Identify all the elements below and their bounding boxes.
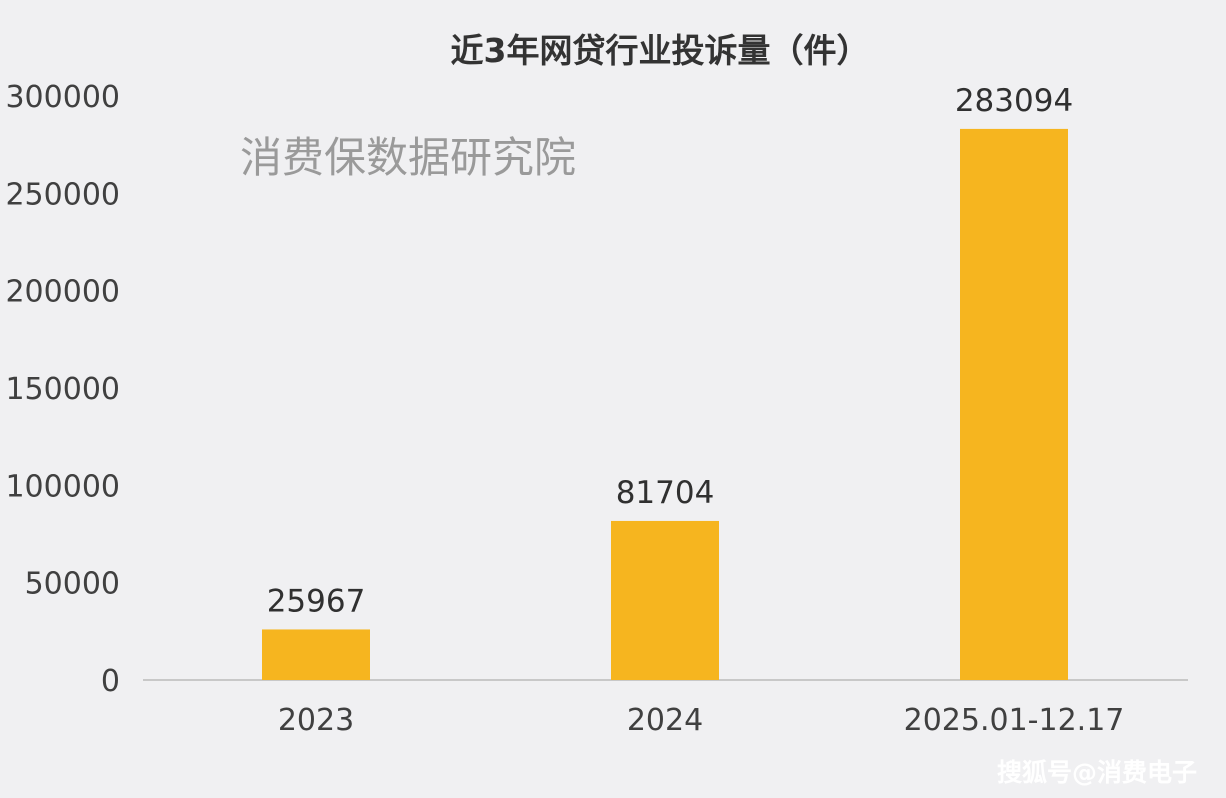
y-tick-label: 250000 [5, 177, 120, 212]
bar-2024 [611, 520, 719, 680]
y-tick-label: 50000 [25, 567, 120, 602]
y-tick-label: 300000 [5, 80, 120, 115]
watermark-text: 消费保数据研究院 [240, 133, 576, 182]
data-label: 81704 [616, 475, 715, 511]
x-tick-label: 2024 [627, 703, 703, 738]
y-tick-label: 0 [101, 664, 120, 699]
bar-2023 [262, 629, 370, 680]
y-tick-label: 100000 [5, 469, 120, 504]
source-watermark: 搜狐号@消费电子 [997, 758, 1197, 787]
bars-group [262, 128, 1068, 680]
data-label: 283094 [955, 83, 1073, 119]
y-tick-label: 150000 [5, 372, 120, 407]
x-axis-ticks: 2023 2024 2025.01-12.17 [278, 703, 1125, 738]
y-axis: 0 50000 100000 150000 200000 250000 300000 [5, 80, 120, 699]
x-tick-label: 2023 [278, 703, 354, 738]
data-label: 25967 [267, 583, 366, 619]
data-labels-group: 25967 81704 283094 [267, 83, 1073, 620]
y-tick-label: 200000 [5, 275, 120, 310]
bar-2025.01-12.17 [960, 128, 1068, 680]
chart-title: 近3年网贷行业投诉量（件） [451, 31, 870, 70]
x-tick-label: 2025.01-12.17 [904, 703, 1125, 738]
